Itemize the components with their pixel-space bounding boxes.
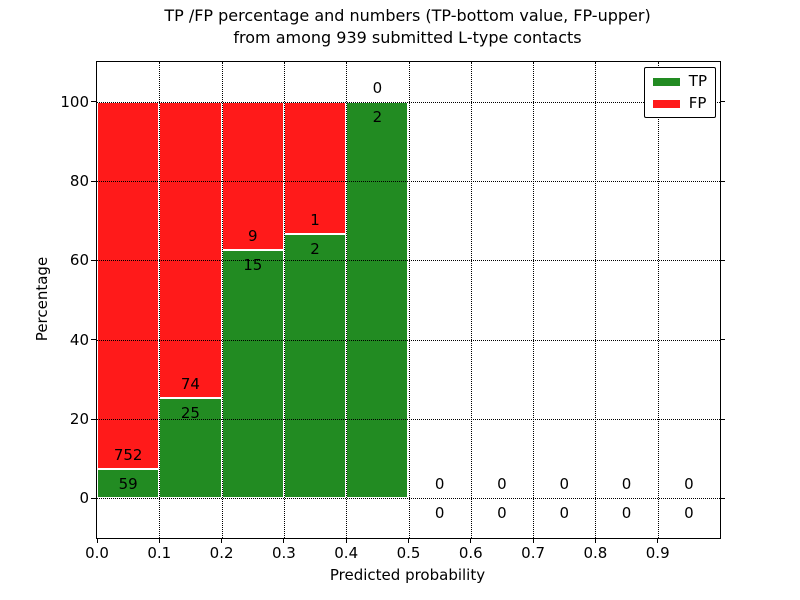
y-axis-label: Percentage bbox=[33, 256, 51, 342]
y-tick-mark bbox=[91, 259, 96, 261]
y-tick-mark bbox=[720, 180, 725, 182]
x-tick-label: 0.7 bbox=[521, 544, 546, 562]
legend-label-fp: FP bbox=[688, 94, 707, 112]
bar-segment-tp bbox=[346, 101, 409, 499]
legend-label-tp: TP bbox=[688, 72, 707, 90]
bar-annotation-tp: 0 bbox=[621, 504, 632, 523]
y-tick-mark bbox=[91, 180, 96, 182]
y-tick-label: 100 bbox=[60, 92, 89, 111]
x-tick-label: 0.5 bbox=[396, 544, 421, 562]
chart-title-line2: from among 939 submitted L-type contacts bbox=[233, 28, 582, 47]
y-tick-label: 80 bbox=[69, 172, 89, 190]
x-tick-label: 0.3 bbox=[271, 544, 296, 562]
bar-annotation-fp: 0 bbox=[497, 475, 507, 494]
bar-annotation-fp: 0 bbox=[434, 475, 445, 494]
y-tick-mark bbox=[720, 497, 725, 499]
x-tick-label: 0.0 bbox=[85, 544, 109, 562]
x-tick-mark bbox=[96, 538, 98, 543]
bar-annotation-fp: 0 bbox=[684, 475, 694, 494]
legend-swatch-fp-icon bbox=[652, 99, 680, 108]
gridline-vertical bbox=[283, 62, 285, 538]
x-tick-mark bbox=[470, 538, 472, 543]
x-tick-mark bbox=[594, 538, 596, 543]
bar-annotation-tp: 0 bbox=[434, 504, 445, 523]
bar-annotation-fp: 1 bbox=[310, 210, 320, 229]
legend-item-tp: TP bbox=[652, 72, 707, 90]
x-tick-label: 0.2 bbox=[209, 544, 234, 562]
x-axis-label: Predicted probability bbox=[329, 566, 486, 584]
bar-annotation-tp: 0 bbox=[684, 504, 694, 523]
legend: TP FP bbox=[643, 67, 716, 118]
bar-segment-fp bbox=[97, 101, 160, 470]
x-tick-label: 0.6 bbox=[458, 544, 483, 562]
plot-area: TP FP 752 59 74 25 9 15 1 2 0 2 0 0 0 0 0 0 0 0 0 0 bbox=[96, 61, 721, 539]
bar-annotation-fp: 9 bbox=[247, 227, 258, 246]
bar-segment-tp bbox=[221, 250, 284, 499]
x-tick-mark bbox=[283, 538, 285, 543]
y-tick-mark bbox=[91, 418, 96, 420]
bar-annotation-tp: 15 bbox=[243, 256, 263, 275]
x-tick-mark bbox=[345, 538, 347, 543]
x-tick-mark bbox=[532, 538, 534, 543]
y-tick-label: 20 bbox=[69, 410, 89, 428]
x-tick-mark bbox=[408, 538, 409, 543]
y-tick-label: 40 bbox=[69, 330, 89, 349]
gridline-vertical bbox=[346, 62, 348, 538]
x-tick-label: 0.9 bbox=[645, 544, 670, 562]
y-tick-label: 0 bbox=[79, 489, 89, 508]
legend-item-fp: FP bbox=[652, 94, 707, 112]
bar-segment-fp bbox=[159, 101, 222, 399]
bar-annotation-fp: 752 bbox=[113, 446, 143, 465]
y-tick-mark bbox=[720, 418, 725, 420]
bar-annotation-tp: 0 bbox=[497, 504, 507, 523]
gridline-vertical bbox=[408, 62, 410, 538]
legend-swatch-tp-icon bbox=[652, 77, 680, 86]
bar-annotation-fp: 0 bbox=[372, 78, 383, 97]
y-tick-mark bbox=[91, 339, 96, 341]
y-tick-mark bbox=[91, 101, 96, 103]
y-tick-mark bbox=[720, 259, 725, 261]
x-tick-label: 0.4 bbox=[334, 544, 359, 562]
x-tick-label: 0.1 bbox=[147, 544, 172, 562]
x-tick-mark bbox=[221, 538, 223, 543]
x-tick-label: 0.8 bbox=[583, 544, 608, 562]
gridline-vertical bbox=[159, 62, 161, 538]
bar-segment-tp bbox=[97, 469, 160, 499]
y-tick-mark bbox=[720, 101, 725, 103]
x-tick-mark bbox=[158, 538, 160, 543]
y-tick-mark bbox=[720, 339, 725, 341]
bar-annotation-tp: 0 bbox=[559, 504, 570, 523]
y-tick-label: 60 bbox=[69, 251, 89, 270]
bar-annotation-tp: 2 bbox=[310, 239, 320, 258]
gridline-vertical bbox=[221, 62, 223, 538]
x-tick-mark bbox=[657, 538, 659, 543]
bar-segment-tp bbox=[159, 398, 222, 499]
chart-title: TP /FP percentage and numbers (TP-bottom… bbox=[96, 5, 719, 49]
bar-annotation-fp: 0 bbox=[559, 475, 570, 494]
bar-annotation-fp: 74 bbox=[180, 375, 200, 394]
bar-segment-fp bbox=[283, 101, 347, 234]
bar-annotation-tp: 2 bbox=[372, 107, 383, 126]
bar-annotation-fp: 0 bbox=[621, 475, 632, 494]
y-tick-mark bbox=[91, 497, 96, 499]
chart-title-line1: TP /FP percentage and numbers (TP-bottom… bbox=[164, 6, 651, 25]
gridline-vertical bbox=[470, 62, 472, 538]
bar-segment-tp bbox=[283, 233, 347, 499]
bar-annotation-tp: 59 bbox=[118, 475, 138, 494]
gridline-vertical bbox=[657, 62, 659, 538]
bar-annotation-tp: 25 bbox=[180, 404, 200, 423]
gridline-vertical bbox=[533, 62, 535, 538]
gridline-vertical bbox=[595, 62, 597, 538]
